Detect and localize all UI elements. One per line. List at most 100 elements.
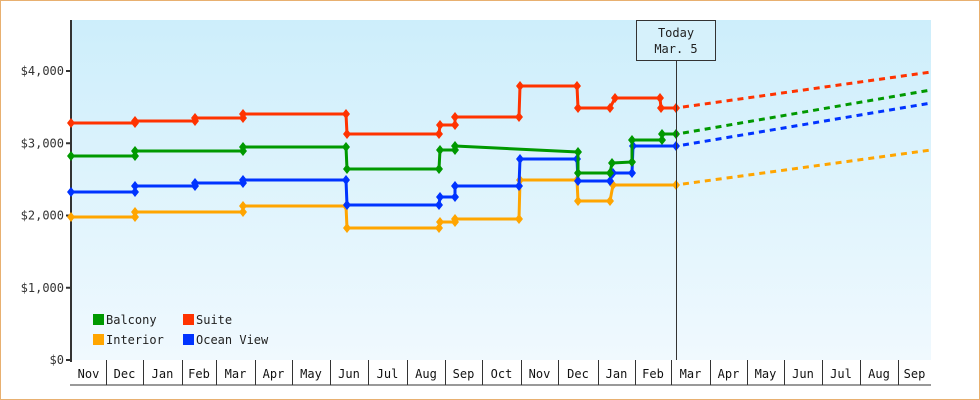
- data-point-marker[interactable]: [435, 200, 443, 210]
- data-point-marker[interactable]: [451, 112, 459, 122]
- data-point-marker[interactable]: [191, 178, 199, 188]
- data-point-marker[interactable]: [628, 135, 636, 145]
- data-point-marker[interactable]: [515, 112, 523, 122]
- x-tick-month: Sep: [453, 367, 475, 381]
- data-point-marker[interactable]: [239, 207, 247, 217]
- forecast-line: [682, 148, 932, 186]
- data-point-marker[interactable]: [131, 187, 139, 197]
- x-tick-month: Feb: [642, 367, 664, 381]
- plot-area: [71, 20, 931, 360]
- data-point-marker[interactable]: [658, 129, 666, 139]
- legend-label: Suite: [196, 313, 232, 327]
- data-point-marker[interactable]: [574, 196, 582, 206]
- data-point-marker[interactable]: [131, 181, 139, 191]
- x-tick-month: Oct: [491, 367, 513, 381]
- data-point-marker[interactable]: [574, 168, 582, 178]
- data-point-marker[interactable]: [658, 135, 666, 145]
- y-tick-label: $3,000: [21, 136, 64, 150]
- data-point-marker[interactable]: [451, 120, 459, 130]
- x-tick-month: Jan: [606, 367, 628, 381]
- data-point-marker[interactable]: [606, 103, 614, 113]
- data-point-marker[interactable]: [606, 176, 614, 186]
- data-point-marker[interactable]: [574, 147, 582, 157]
- x-tick-month: Feb: [188, 367, 210, 381]
- y-tick-label: $1,000: [21, 281, 64, 295]
- data-point-marker[interactable]: [435, 129, 443, 139]
- data-point-marker[interactable]: [611, 93, 619, 103]
- data-point-marker[interactable]: [657, 103, 665, 113]
- legend-swatch: [93, 314, 104, 325]
- y-tick-label: $0: [50, 353, 64, 367]
- data-point-marker[interactable]: [343, 164, 351, 174]
- data-point-marker[interactable]: [628, 168, 636, 178]
- series-layer: [67, 70, 932, 233]
- data-point-marker[interactable]: [573, 81, 581, 91]
- data-point-marker[interactable]: [342, 175, 350, 185]
- data-point-marker[interactable]: [131, 116, 139, 126]
- data-point-marker[interactable]: [516, 154, 524, 164]
- data-point-marker[interactable]: [516, 81, 524, 91]
- data-point-marker[interactable]: [342, 109, 350, 119]
- today-label-line1: Today: [658, 26, 694, 40]
- x-tick-month: May: [755, 367, 777, 381]
- x-tick-month: Aug: [415, 367, 437, 381]
- data-point-marker[interactable]: [436, 217, 444, 227]
- data-point-marker[interactable]: [343, 223, 351, 233]
- data-point-marker[interactable]: [67, 212, 75, 222]
- data-point-marker[interactable]: [436, 145, 444, 155]
- x-tick-month: Jan: [152, 367, 174, 381]
- data-point-marker[interactable]: [608, 158, 616, 168]
- data-point-marker[interactable]: [67, 118, 75, 128]
- data-point-marker[interactable]: [451, 141, 459, 151]
- data-point-marker[interactable]: [451, 192, 459, 202]
- series-suite: [67, 70, 932, 139]
- x-tick-month: Sep: [904, 367, 926, 381]
- data-point-marker[interactable]: [67, 187, 75, 197]
- y-tick-label: $4,000: [21, 64, 64, 78]
- data-point-marker[interactable]: [131, 207, 139, 217]
- legend-item-ocean-view[interactable]: Ocean View: [183, 333, 269, 347]
- data-point-marker[interactable]: [67, 151, 75, 161]
- forecast-line: [682, 88, 932, 135]
- data-point-marker[interactable]: [574, 176, 582, 186]
- legend-label: Balcony: [106, 313, 157, 327]
- data-point-marker[interactable]: [342, 142, 350, 152]
- legend-label: Ocean View: [196, 333, 269, 347]
- legend-item-interior[interactable]: Interior: [93, 333, 164, 347]
- x-tick-month: Jun: [792, 367, 814, 381]
- data-point-marker[interactable]: [191, 113, 199, 123]
- today-marker: Today Mar. 5: [636, 20, 716, 360]
- data-point-marker[interactable]: [343, 129, 351, 139]
- x-tick-month: Nov: [529, 367, 551, 381]
- data-point-marker[interactable]: [239, 109, 247, 119]
- data-point-marker[interactable]: [239, 142, 247, 152]
- x-tick-month: Jun: [338, 367, 360, 381]
- x-tick-month: Mar: [680, 367, 702, 381]
- data-point-marker[interactable]: [239, 175, 247, 185]
- data-point-marker[interactable]: [435, 164, 443, 174]
- x-tick-month: May: [300, 367, 322, 381]
- series-interior: [67, 148, 932, 233]
- data-point-marker[interactable]: [606, 168, 614, 178]
- data-point-marker[interactable]: [131, 146, 139, 156]
- data-point-marker[interactable]: [451, 214, 459, 224]
- legend-item-suite[interactable]: Suite: [183, 313, 232, 327]
- data-point-marker[interactable]: [515, 214, 523, 224]
- data-point-marker[interactable]: [515, 181, 523, 191]
- data-point-marker[interactable]: [436, 192, 444, 202]
- legend: Balcony Suite Interior Ocean View: [93, 313, 269, 347]
- data-point-marker[interactable]: [239, 201, 247, 211]
- x-tick-month: Jul: [830, 367, 852, 381]
- x-tick-month: Jul: [377, 367, 399, 381]
- data-point-marker[interactable]: [656, 93, 664, 103]
- legend-swatch: [93, 334, 104, 345]
- data-point-marker[interactable]: [436, 120, 444, 130]
- legend-item-balcony[interactable]: Balcony: [93, 313, 157, 327]
- data-point-marker[interactable]: [574, 103, 582, 113]
- data-point-marker[interactable]: [343, 200, 351, 210]
- data-point-marker[interactable]: [451, 181, 459, 191]
- data-point-marker[interactable]: [606, 196, 614, 206]
- x-tick-month: Apr: [718, 367, 740, 381]
- data-point-marker[interactable]: [628, 157, 636, 167]
- x-tick-month: Nov: [78, 367, 100, 381]
